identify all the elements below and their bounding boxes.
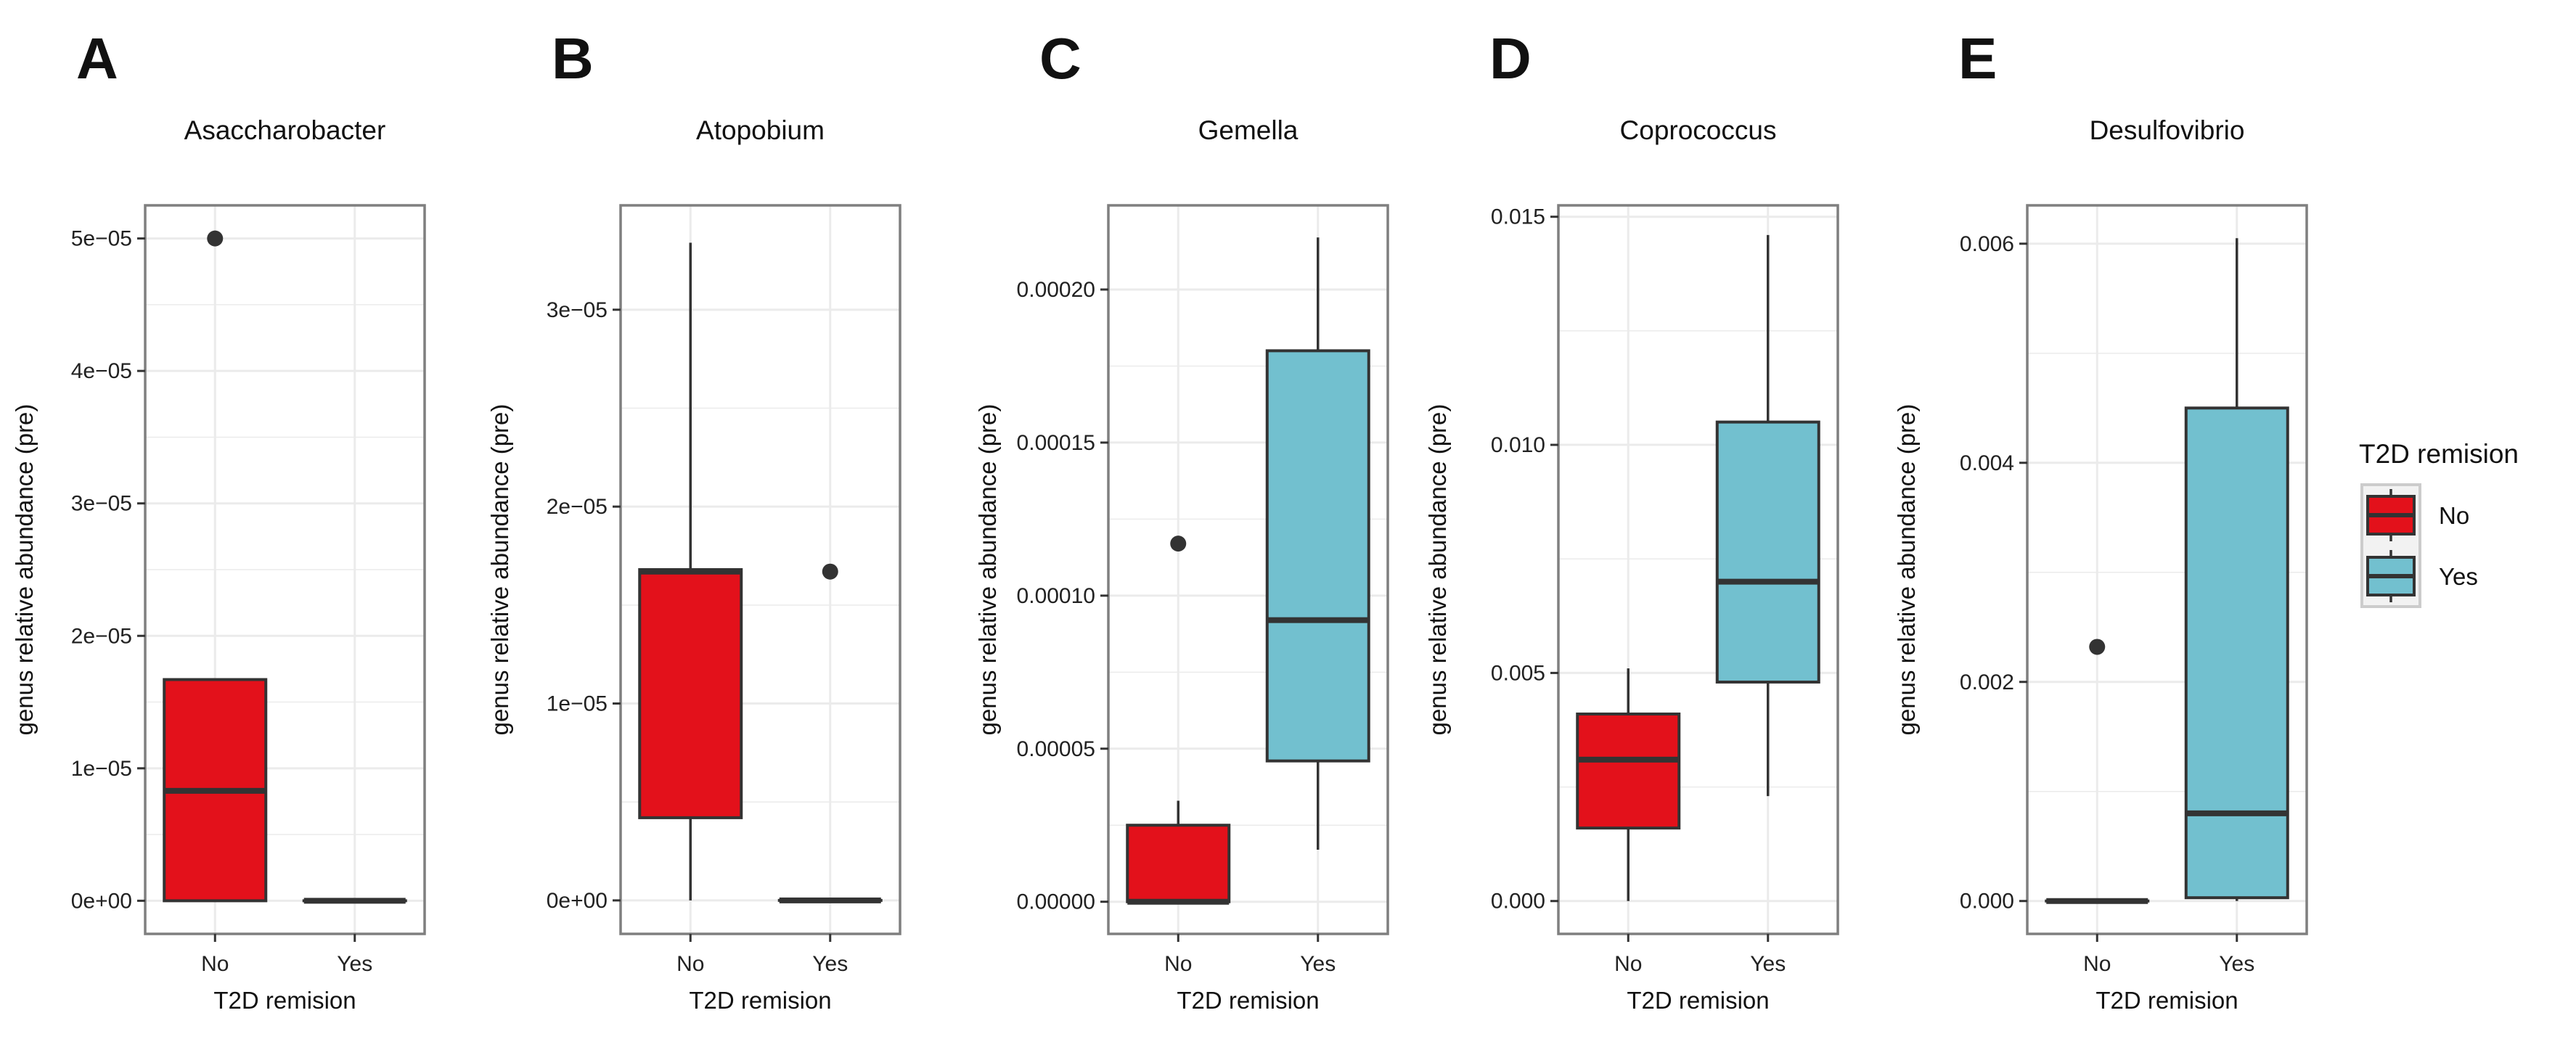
panel-border — [1557, 204, 1839, 935]
x-axis-label: T2D remision — [1177, 987, 1319, 1014]
panel-letter: C — [1039, 26, 1081, 91]
legend: T2D remision No Yes — [2359, 439, 2519, 608]
panel-title: Asaccharobacter — [184, 115, 386, 145]
box-iqr — [1715, 420, 1820, 684]
legend-title: T2D remision — [2359, 439, 2519, 469]
y-tick-label: 1e−05 — [547, 692, 608, 716]
y-tick-label: 0.004 — [1960, 451, 2014, 475]
y-tick-label: 4e−05 — [71, 359, 132, 383]
x-tick-label: No — [201, 952, 229, 976]
y-tick-label: 0.000 — [1491, 890, 1545, 914]
panel-letter: B — [552, 26, 594, 91]
box-iqr — [1126, 824, 1231, 903]
y-tick-label: 0.010 — [1491, 433, 1545, 457]
x-tick-label: Yes — [1750, 952, 1786, 976]
x-axis-label: T2D remision — [1627, 987, 1769, 1014]
x-tick-label: Yes — [1300, 952, 1336, 976]
y-tick-label: 1e−05 — [71, 757, 132, 781]
outlier-point — [822, 563, 838, 580]
panel-d: D Coprococcus 0.000 0.005 0.010 0.015 No Yes T2D… — [1424, 26, 1839, 1014]
y-tick-label: 0.006 — [1960, 232, 2014, 256]
box-no — [1126, 536, 1231, 905]
box-yes — [1715, 234, 1820, 797]
box-yes — [1265, 237, 1370, 850]
box-no — [2045, 639, 2150, 904]
panel-border — [1107, 204, 1389, 935]
box-no — [1576, 668, 1681, 901]
x-axis-label: T2D remision — [213, 987, 356, 1014]
panel-b: B Atopobium 0e+00 1e−05 2e−05 3e−05 No Yes T2D r… — [486, 26, 901, 1014]
y-tick-label: 0.00010 — [1017, 584, 1095, 608]
panel-title: Atopobium — [696, 115, 825, 145]
x-tick-label: No — [676, 952, 704, 976]
y-tick-label: 0.00020 — [1017, 278, 1095, 302]
panel-c: C Gemella 0.00000 0.00005 0.00010 0.00015 0.00… — [974, 26, 1389, 1014]
y-axis-label: genus relative abundance (pre) — [1893, 404, 1920, 736]
y-tick-label: 2e−05 — [547, 495, 608, 519]
panel-e: E Desulfovibrio 0.000 0.002 0.004 0.006 No Yes T… — [1893, 26, 2308, 1014]
y-axis-label: genus relative abundance (pre) — [1424, 404, 1451, 736]
box-no — [638, 242, 743, 901]
outlier-point — [1170, 536, 1187, 552]
outlier-point — [207, 230, 224, 247]
y-tick-label: 3e−05 — [547, 298, 608, 322]
panel-title: Gemella — [1198, 115, 1299, 145]
y-tick-label: 3e−05 — [71, 492, 132, 516]
box-iqr — [2184, 406, 2289, 900]
box-yes — [777, 563, 883, 903]
panel-title: Coprococcus — [1620, 115, 1777, 145]
legend-item-yes: Yes — [2366, 550, 2478, 602]
panel-border — [619, 204, 901, 935]
y-tick-label: 0e+00 — [547, 889, 608, 913]
box-no — [163, 230, 268, 903]
x-tick-label: Yes — [337, 952, 372, 976]
legend-label: No — [2439, 502, 2469, 529]
y-tick-label: 0.00000 — [1017, 890, 1095, 914]
box-iqr — [1576, 712, 1681, 830]
x-tick-label: No — [1614, 952, 1642, 976]
y-tick-label: 0.015 — [1491, 205, 1545, 229]
x-tick-label: Yes — [2219, 952, 2254, 976]
panel-title: Desulfovibrio — [2090, 115, 2245, 145]
y-axis-label: genus relative abundance (pre) — [974, 404, 1001, 736]
panel-letter: E — [1958, 26, 1997, 91]
panel-border — [144, 204, 426, 935]
y-axis-label: genus relative abundance (pre) — [11, 404, 38, 736]
y-tick-label: 5e−05 — [71, 227, 132, 251]
x-axis-label: T2D remision — [689, 987, 831, 1014]
panel-letter: A — [76, 26, 118, 91]
legend-item-no: No — [2366, 489, 2469, 541]
y-tick-label: 0e+00 — [71, 889, 132, 913]
legend-label: Yes — [2439, 563, 2478, 590]
x-tick-label: No — [1164, 952, 1192, 976]
panel-letter: D — [1489, 26, 1532, 91]
panel-a: A Asaccharobacter 0e+00 1e−05 2e−05 3e−05 4e−0… — [11, 26, 426, 1014]
box-iqr — [638, 568, 743, 819]
box-iqr — [1265, 349, 1370, 763]
box-yes — [2184, 238, 2289, 901]
y-tick-label: 0.005 — [1491, 661, 1545, 685]
y-axis-label: genus relative abundance (pre) — [486, 404, 513, 736]
x-tick-label: Yes — [812, 952, 848, 976]
y-tick-label: 0.000 — [1960, 890, 2014, 914]
x-axis-label: T2D remision — [2095, 987, 2238, 1014]
y-tick-label: 0.002 — [1960, 670, 2014, 694]
outlier-point — [2089, 639, 2106, 655]
y-tick-label: 0.00015 — [1017, 431, 1095, 455]
y-tick-label: 0.00005 — [1017, 737, 1095, 761]
x-tick-label: No — [2083, 952, 2111, 976]
panel-border — [2026, 204, 2308, 935]
y-tick-label: 2e−05 — [71, 624, 132, 648]
